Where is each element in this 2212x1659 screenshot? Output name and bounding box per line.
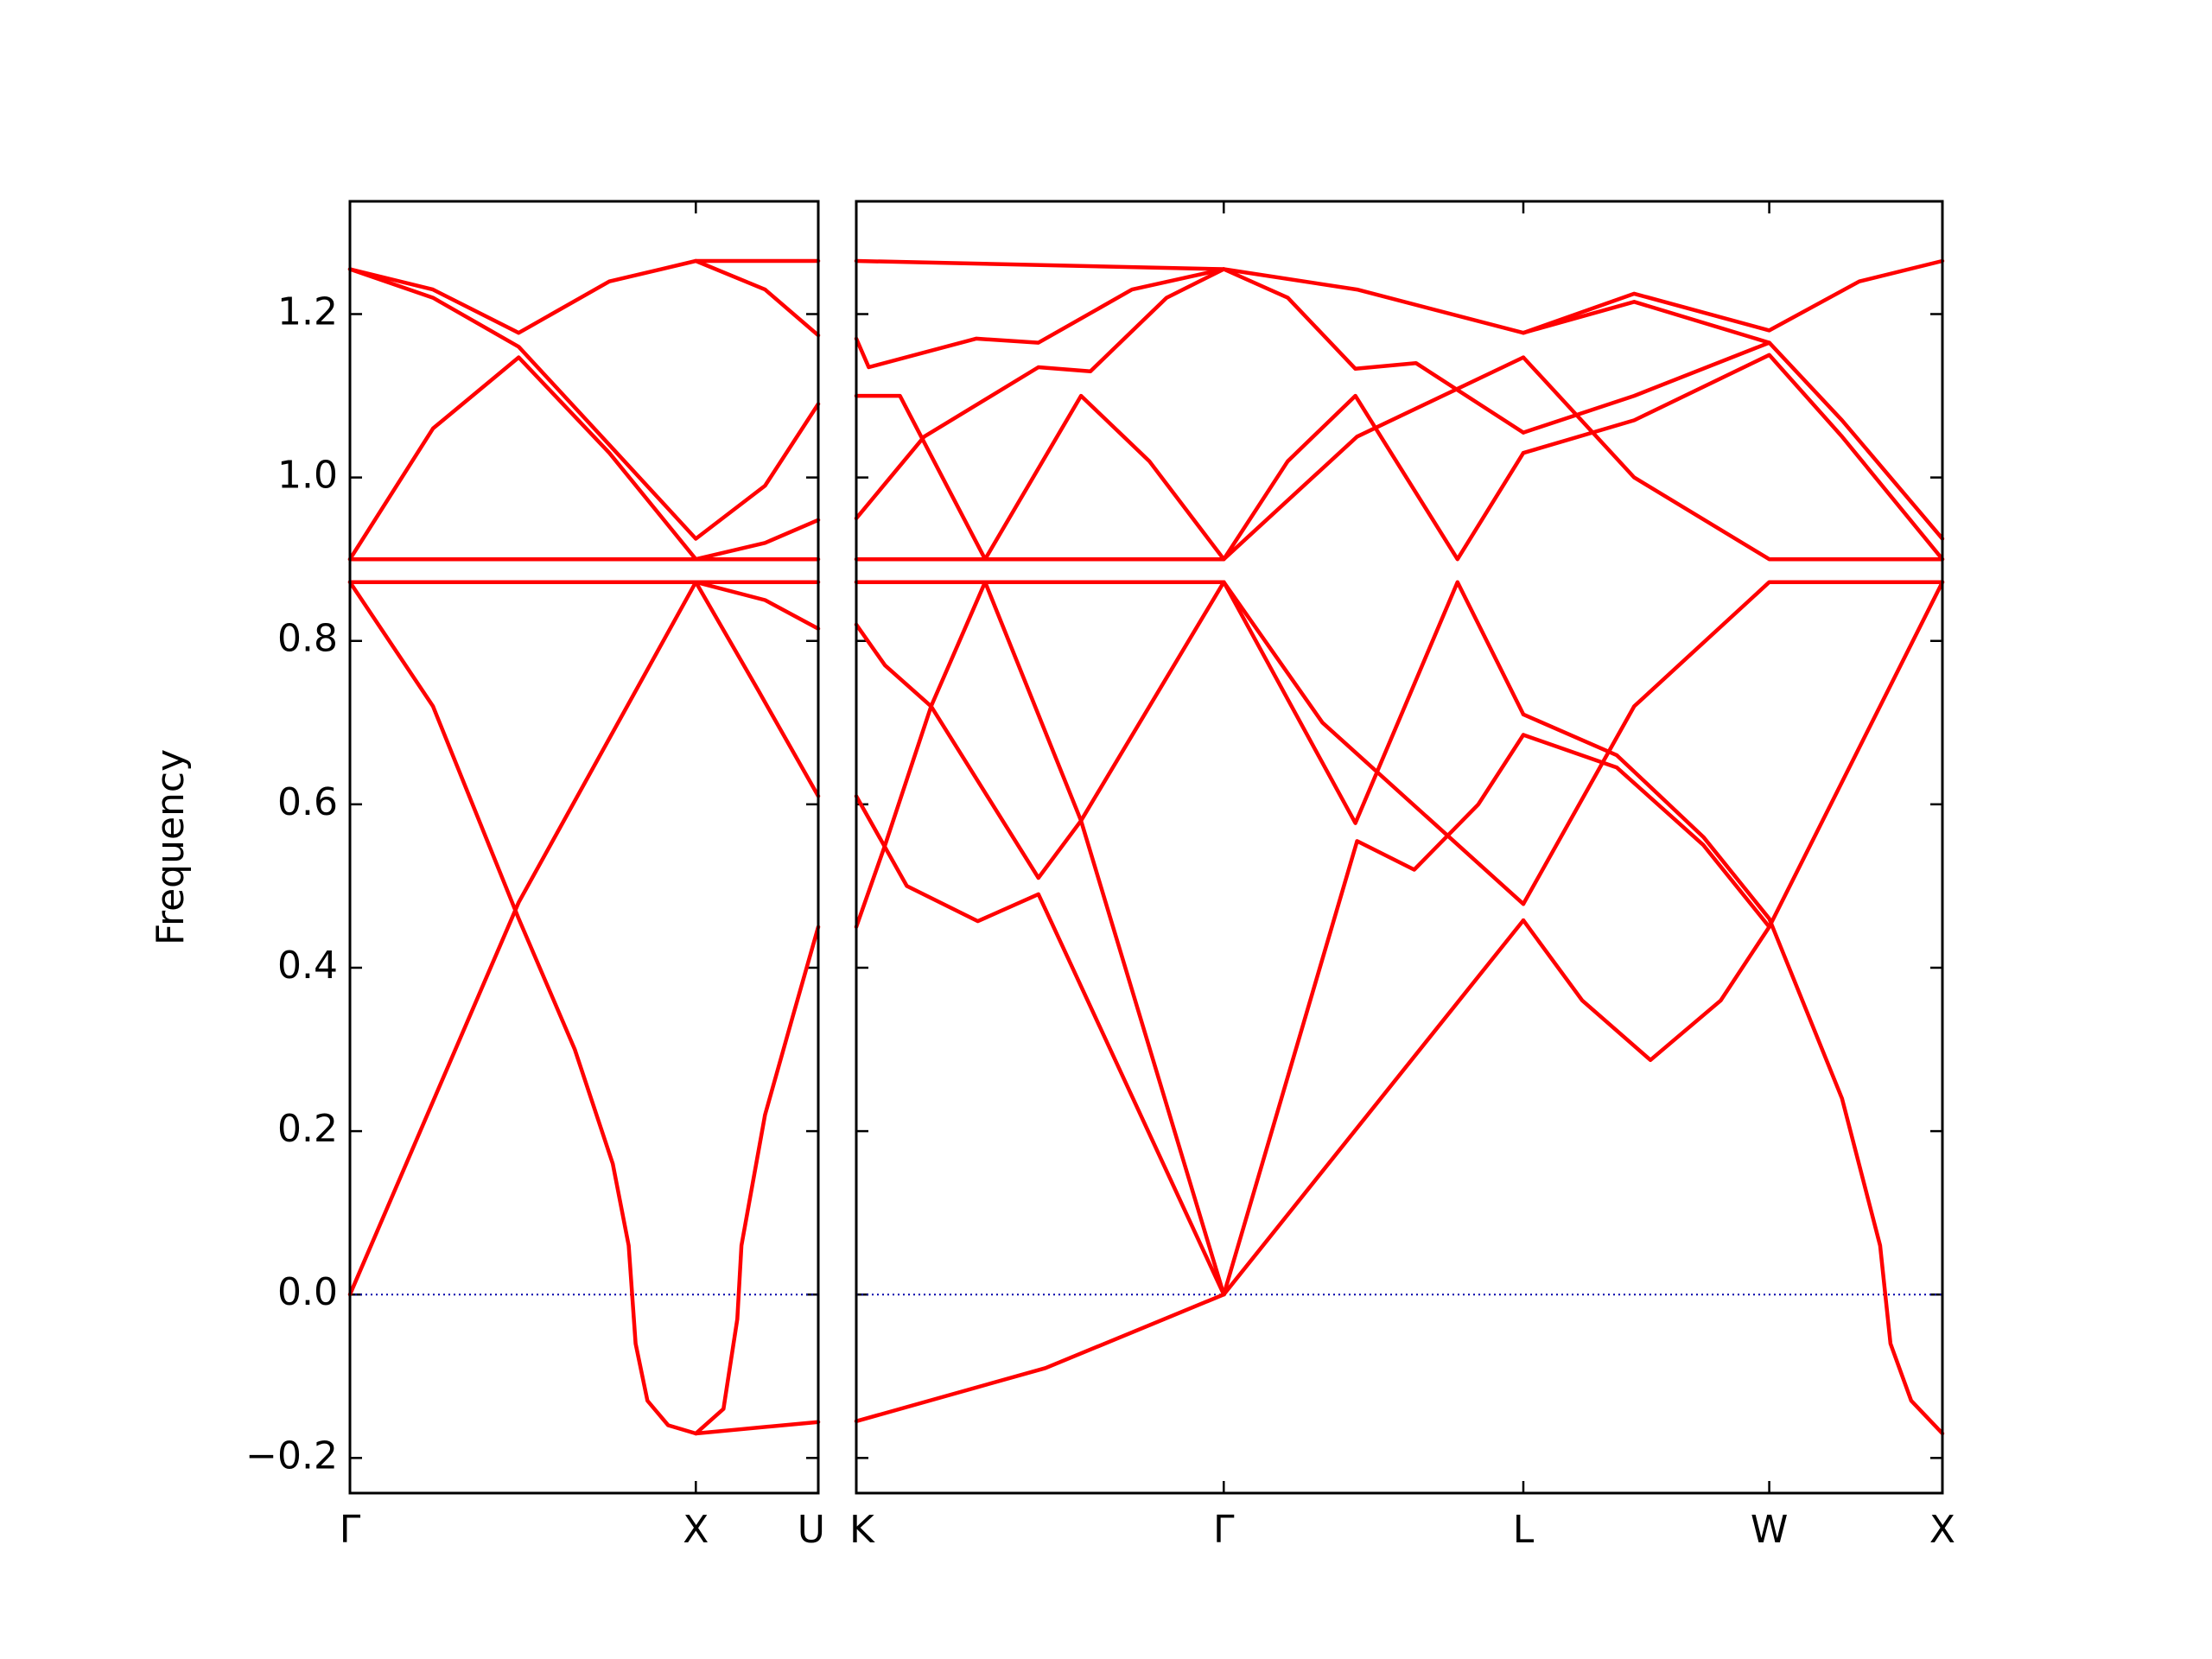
band-line — [1222, 393, 1526, 562]
y-tick-label: 0.2 — [277, 1107, 338, 1151]
band-line — [854, 794, 1226, 1297]
band-line — [854, 580, 1226, 880]
y-tick-label: 0.6 — [277, 780, 338, 824]
band-line — [1222, 355, 1526, 562]
band-line — [1222, 267, 1526, 435]
band-line — [1521, 712, 1945, 1436]
band-line — [1222, 580, 1526, 906]
x-tick-label: Γ — [1213, 1508, 1235, 1552]
band-line — [854, 580, 1226, 1297]
band-line — [1521, 353, 1945, 562]
x-tick-label: K — [849, 1508, 875, 1552]
x-tick-label: W — [1751, 1508, 1789, 1552]
band-line — [1521, 733, 1771, 929]
band-line — [1521, 355, 1945, 562]
y-tick-label: 1.0 — [277, 454, 338, 498]
band-line — [347, 355, 821, 562]
y-tick-label: 0.8 — [277, 617, 338, 661]
band-line — [1521, 580, 1945, 1063]
band-line — [347, 580, 698, 1436]
band-line — [694, 1420, 821, 1436]
x-tick-label: X — [683, 1508, 709, 1552]
y-tick-label: 0.0 — [277, 1270, 338, 1314]
x-tick-label: U — [798, 1508, 825, 1552]
y-axis-label: Frequency — [149, 749, 193, 945]
x-tick-label: X — [1929, 1508, 1955, 1552]
plot-frame — [348, 200, 820, 1495]
plot-frame — [855, 200, 1944, 1495]
band-line — [854, 1292, 1226, 1424]
band-line — [347, 258, 821, 338]
band-line — [854, 267, 1226, 370]
band-line — [1521, 580, 1945, 906]
band-line — [1222, 918, 1526, 1297]
band-line — [854, 267, 1226, 521]
band-line — [854, 393, 1226, 562]
y-tick-label: 1.2 — [277, 289, 338, 334]
band-line — [694, 580, 821, 631]
band-line — [854, 258, 1526, 335]
y-tick-label: −0.2 — [245, 1433, 338, 1478]
band-line — [1521, 300, 1771, 345]
band-line — [694, 925, 821, 1436]
x-tick-label: L — [1513, 1508, 1535, 1552]
x-tick-label: Γ — [340, 1508, 361, 1552]
band-line — [1222, 733, 1526, 1297]
band-line — [1222, 580, 1526, 825]
band-line — [1521, 258, 1945, 335]
y-tick-label: 0.4 — [277, 944, 338, 988]
band-line — [347, 267, 821, 541]
